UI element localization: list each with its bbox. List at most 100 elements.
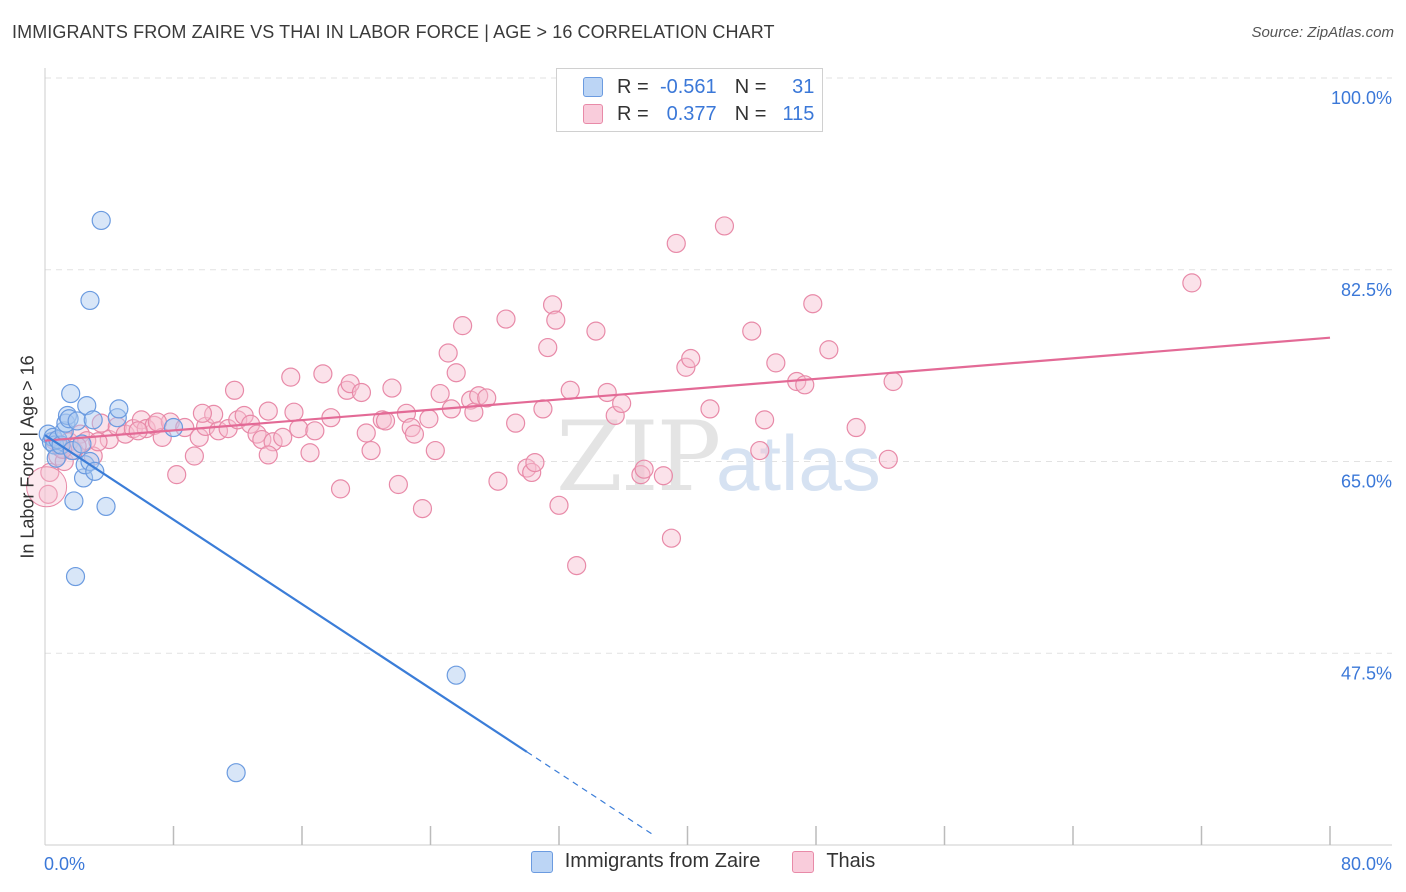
thai-point — [538, 337, 558, 358]
zaire-point — [96, 496, 116, 517]
thai-point — [567, 555, 587, 576]
thai-point — [819, 340, 839, 360]
thai-point — [700, 399, 720, 419]
thai-point — [878, 449, 898, 469]
thai-point — [525, 452, 545, 473]
zaire-point — [67, 411, 87, 431]
chart-title: IMMIGRANTS FROM ZAIRE VS THAI IN LABOR F… — [12, 22, 775, 42]
legend-n-value: 115 — [782, 102, 815, 125]
thai-point — [224, 380, 245, 400]
thai-point — [284, 402, 304, 422]
y-tick-label: 100.0% — [1331, 88, 1392, 108]
thai-point — [192, 403, 213, 423]
thai-point — [653, 466, 674, 486]
thai-point — [305, 421, 325, 441]
thai-point — [549, 495, 569, 515]
source-credit: Source: ZipAtlas.com — [1251, 24, 1394, 41]
legend-row-zaire: R = -0.561 N = 31 — [583, 74, 814, 100]
thai-point — [1182, 273, 1202, 293]
watermark-atlas: atlas — [716, 419, 881, 507]
thai-point — [714, 216, 735, 236]
thai-point — [430, 383, 450, 404]
legend-r-value: -0.561 — [659, 75, 717, 98]
zaire-point — [59, 409, 79, 429]
thai-point — [258, 445, 278, 465]
legend-swatch-pink — [583, 104, 603, 124]
zaire-point — [226, 763, 246, 783]
thai-point — [313, 364, 333, 384]
x-tick-label-min: 0.0% — [44, 854, 85, 874]
thai-point — [506, 413, 526, 433]
thai-point — [681, 348, 701, 369]
thai-point — [419, 409, 439, 429]
thai-point — [128, 421, 148, 441]
thai-point — [300, 443, 320, 463]
zaire-point — [43, 427, 63, 447]
thai-point — [803, 294, 823, 314]
thai-point — [404, 424, 425, 444]
series-swatch-pink — [792, 850, 815, 873]
legend-swatch-blue — [583, 77, 603, 97]
thai-point — [289, 419, 309, 439]
thai-point — [375, 411, 396, 431]
zaire-point — [80, 451, 100, 472]
thai-point — [382, 378, 402, 398]
thai-point — [742, 321, 762, 341]
correlation-legend: R = -0.561 N = 31 R = 0.377 N = 115 — [556, 68, 823, 132]
thai-point — [488, 471, 508, 491]
series-swatch-blue — [530, 850, 553, 873]
zaire-point — [65, 566, 86, 587]
legend-r-label: R = — [617, 102, 649, 125]
axis-layer — [44, 68, 1392, 846]
thai-point — [846, 417, 866, 438]
points-layer — [26, 210, 1202, 783]
thai-point — [883, 371, 903, 392]
thai-point — [754, 410, 775, 430]
y-tick-label: 65.0% — [1341, 472, 1392, 492]
series-name-zaire: Immigrants from Zaire — [564, 850, 761, 872]
trend-layer — [44, 336, 1331, 837]
thai-point — [281, 367, 301, 387]
thai-point — [38, 484, 58, 504]
thai-point — [361, 440, 381, 461]
legend-row-thai: R = 0.377 N = 115 — [583, 101, 814, 127]
legend-n-label: N = — [734, 102, 767, 125]
thai-point — [412, 499, 433, 519]
thai-point — [666, 233, 686, 254]
thai-point — [184, 446, 204, 466]
x-tick-label-max: 80.0% — [1341, 854, 1392, 874]
tick-label-layer: 47.5% 65.0% 82.5% 100.0% 0.0% 80.0% — [44, 88, 1392, 874]
thai-point — [167, 465, 187, 485]
thai-point — [661, 528, 682, 548]
y-tick-label: 47.5% — [1341, 663, 1392, 683]
thai-point — [496, 309, 516, 329]
watermark-zip: ZIP — [556, 401, 719, 513]
thai-point — [477, 388, 497, 408]
thai-point — [175, 417, 195, 438]
thai-point — [612, 393, 632, 414]
zaire-trend-line — [44, 434, 528, 753]
series-legend-item-thai[interactable]: Thais — [792, 850, 875, 873]
thai-point — [273, 427, 293, 447]
zaire-point — [446, 665, 466, 685]
thai-point — [586, 321, 606, 341]
zaire-point — [85, 461, 105, 481]
watermark: ZIP atlas — [556, 401, 881, 513]
y-tick-label: 82.5% — [1341, 280, 1392, 300]
thai-point — [351, 382, 372, 403]
legend-r-value: 0.377 — [666, 102, 717, 125]
thai-point — [634, 459, 654, 479]
zaire-point — [163, 417, 184, 438]
series-legend-item-zaire[interactable]: Immigrants from Zaire — [530, 850, 761, 873]
zaire-point — [77, 396, 97, 416]
legend-n-value: 31 — [792, 75, 815, 98]
y-axis-label: In Labor Force | Age > 16 — [17, 355, 38, 559]
thai-point — [258, 401, 278, 421]
legend-n-label: N = — [734, 75, 767, 98]
zaire-point — [83, 410, 103, 430]
thai-point — [542, 295, 563, 315]
zaire-point — [91, 210, 111, 231]
zaire-point — [80, 290, 100, 311]
thai-trend-line — [44, 336, 1331, 442]
